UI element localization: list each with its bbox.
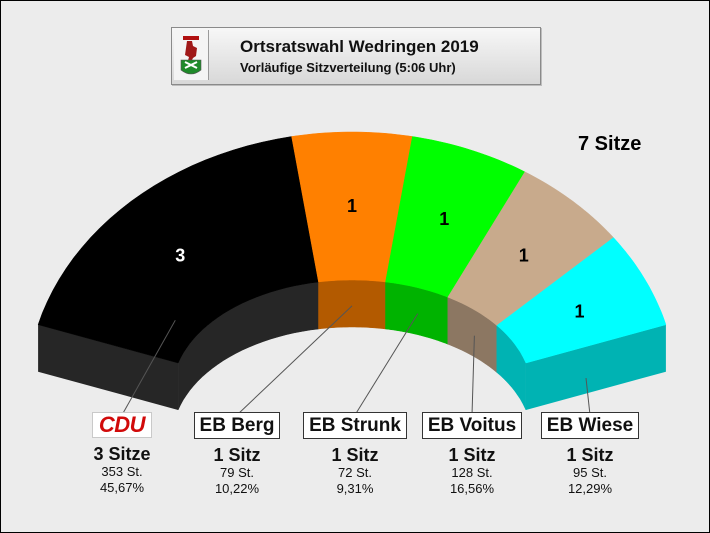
party-votes: 72 St.: [338, 465, 372, 480]
party-votes: 79 St.: [220, 465, 254, 480]
party-name: CDU: [91, 412, 153, 438]
party-column: EB Berg 1 Sitz 79 St. 10,22%: [179, 412, 295, 497]
party-percent: 10,22%: [214, 481, 260, 496]
party-name: EB Wiese: [540, 412, 640, 439]
chart-subtitle: Vorläufige Sitzverteilung (5:06 Uhr): [240, 60, 456, 75]
leader-line: [121, 319, 176, 416]
party-percent: 12,29%: [567, 481, 613, 496]
party-seats: 1 Sitz: [331, 445, 379, 465]
party-name: EB Berg: [193, 412, 281, 439]
party-seats: 1 Sitz: [566, 445, 614, 465]
party-percent: 16,56%: [449, 481, 495, 496]
party-seats: 1 Sitz: [213, 445, 261, 465]
leader-line: [585, 378, 591, 416]
segment-seat-label: 1: [574, 301, 584, 321]
party-name: EB Strunk: [303, 412, 407, 439]
town-crest-icon: [174, 30, 209, 80]
segment-seat-label: 1: [439, 209, 449, 229]
party-percent: 9,31%: [336, 481, 374, 496]
segment-end-cap-right: [525, 324, 666, 410]
party-column: EB Wiese 1 Sitz 95 St. 12,29%: [532, 412, 648, 497]
party-seats: 1 Sitz: [448, 445, 496, 465]
chart-title: Ortsratswahl Wedringen 2019: [240, 37, 479, 56]
segment-seat-label: 1: [347, 196, 357, 216]
leader-line: [236, 305, 353, 416]
party-column: CDU 3 Sitze 353 St. 45,67%: [64, 412, 180, 496]
party-column: EB Voitus 1 Sitz 128 St. 16,56%: [414, 412, 530, 497]
party-percent: 45,67%: [99, 480, 145, 495]
party-name: EB Voitus: [421, 412, 523, 439]
party-votes: 353 St.: [101, 464, 143, 479]
segment-seat-label: 1: [519, 246, 529, 266]
segment-eb-wiese: [496, 237, 667, 364]
party-votes: 128 St.: [451, 465, 493, 480]
leader-line: [471, 335, 475, 416]
leader-line: [354, 313, 419, 416]
segment-seat-label: 3: [175, 246, 185, 266]
segment-side-eb-berg: [318, 279, 386, 330]
title-box: Ortsratswahl Wedringen 2019 Vorläufige S…: [171, 27, 541, 85]
party-seats: 3 Sitze: [93, 444, 151, 464]
party-column: EB Strunk 1 Sitz 72 St. 9,31%: [297, 412, 413, 497]
segment-end-cap-left: [38, 324, 179, 410]
party-votes: 95 St.: [573, 465, 607, 480]
total-seats-label: 7 Sitze: [578, 133, 642, 155]
